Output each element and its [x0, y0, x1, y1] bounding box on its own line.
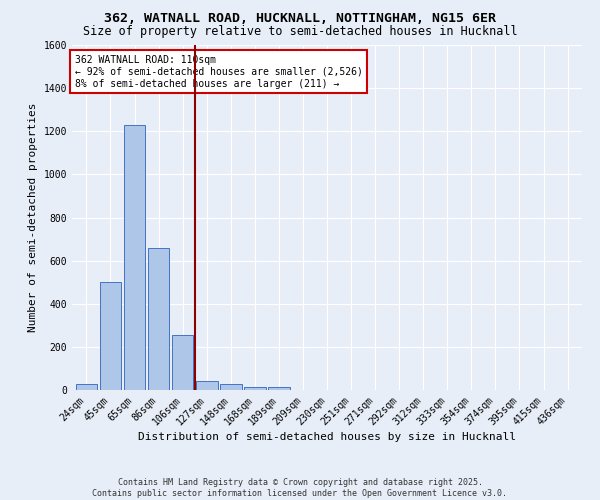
- Text: 362, WATNALL ROAD, HUCKNALL, NOTTINGHAM, NG15 6ER: 362, WATNALL ROAD, HUCKNALL, NOTTINGHAM,…: [104, 12, 496, 26]
- Bar: [124, 125, 145, 390]
- Text: Contains HM Land Registry data © Crown copyright and database right 2025.
Contai: Contains HM Land Registry data © Crown c…: [92, 478, 508, 498]
- Bar: [268, 388, 290, 390]
- Bar: [244, 387, 266, 390]
- Bar: [220, 384, 242, 390]
- X-axis label: Distribution of semi-detached houses by size in Hucknall: Distribution of semi-detached houses by …: [138, 432, 516, 442]
- Bar: [172, 335, 193, 390]
- Bar: [76, 384, 97, 390]
- Bar: [196, 381, 218, 390]
- Bar: [100, 282, 121, 390]
- Y-axis label: Number of semi-detached properties: Number of semi-detached properties: [28, 103, 38, 332]
- Bar: [148, 248, 169, 390]
- Text: 362 WATNALL ROAD: 110sqm
← 92% of semi-detached houses are smaller (2,526)
8% of: 362 WATNALL ROAD: 110sqm ← 92% of semi-d…: [74, 56, 362, 88]
- Text: Size of property relative to semi-detached houses in Hucknall: Size of property relative to semi-detach…: [83, 25, 517, 38]
